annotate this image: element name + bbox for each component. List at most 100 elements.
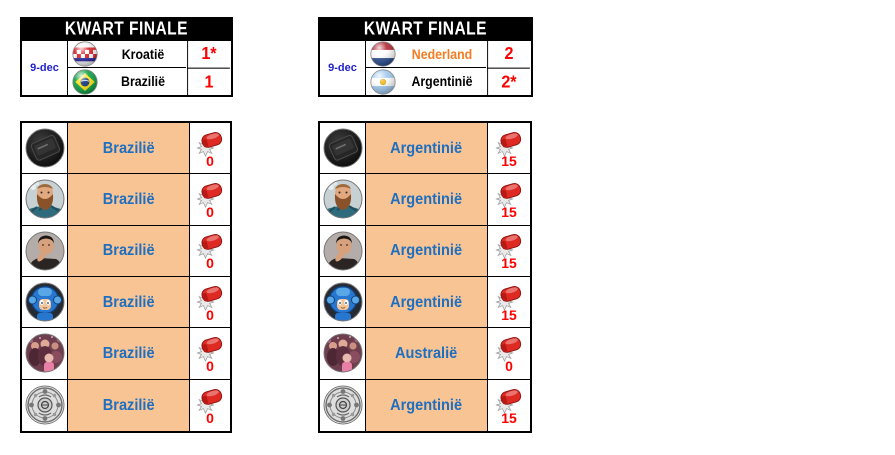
match-table-netherlands-argentina: KWART FINALE 9-dec Nederland 2 Argentini… [318, 17, 533, 97]
points-cell: 15 [488, 379, 530, 431]
emblem-avatar [25, 385, 65, 425]
team-name: Kroatië [121, 46, 165, 62]
points-cell: 0 [190, 276, 230, 329]
argentina-flag-icon [370, 69, 396, 95]
avatar-cell [22, 379, 68, 431]
points-cell: 0 [190, 225, 230, 277]
avatar-cell [320, 123, 366, 175]
pick-team: Brazilië [102, 139, 155, 158]
megaman-avatar [25, 282, 65, 322]
team-cell: Argentinië [366, 68, 486, 95]
pick-cell: Australië [366, 328, 488, 380]
pick-cell: Brazilië [68, 276, 190, 329]
pick-cell: Brazilië [68, 379, 190, 431]
prediction-table-right: Argentinië 15 Argentinië 15 Argentinië 1… [318, 121, 532, 433]
pick-team: Brazilië [102, 241, 155, 260]
points-value: 0 [206, 152, 214, 169]
avatar-cell [320, 225, 366, 277]
pick-team: Brazilië [102, 293, 155, 312]
avatar-cell [22, 123, 68, 175]
team-cell: Kroatië [68, 41, 186, 68]
pick-cell: Argentinië [366, 123, 488, 175]
points-cell: 0 [190, 328, 230, 380]
points-value: 15 [501, 203, 517, 220]
match-table-body: 9-dec Nederland 2 Argentinië 2* [320, 40, 531, 96]
avatar-cell [320, 174, 366, 226]
group-photo-avatar [323, 333, 363, 373]
bearded-man-avatar [323, 179, 363, 219]
points-cell: 15 [488, 123, 530, 175]
pick-team: Argentinië [390, 293, 463, 312]
points-value: 0 [206, 255, 214, 272]
avatar-cell [320, 379, 366, 431]
pick-team: Argentinië [390, 190, 463, 209]
match-title: KWART FINALE [363, 19, 488, 40]
avatar-cell [22, 174, 68, 226]
prediction-table-left: Brazilië 0 Brazilië 0 Brazilië 0 Brazili… [20, 121, 232, 433]
avatar-cell [320, 276, 366, 329]
points-cell: 15 [488, 174, 530, 226]
black-key-avatar [323, 128, 363, 168]
points-cell: 0 [190, 174, 230, 226]
points-cell: 0 [488, 328, 530, 380]
points-cell: 15 [488, 276, 530, 329]
score-cell: 2* [487, 67, 530, 96]
points-cell: 0 [190, 379, 230, 431]
pick-team: Brazilië [102, 190, 155, 209]
score-cell: 1 [187, 67, 230, 96]
pick-cell: Brazilië [68, 123, 190, 175]
thinking-man-avatar [25, 231, 65, 271]
pick-team: Brazilië [102, 396, 155, 415]
team-name: Argentinië [411, 73, 473, 90]
pick-cell: Brazilië [68, 328, 190, 380]
match-date-cell: 9-dec [22, 41, 68, 95]
pick-cell: Argentinië [366, 379, 488, 431]
pick-team: Argentinië [390, 139, 463, 158]
points-value: 15 [501, 409, 517, 426]
match-table-croatia-brazil: KWART FINALE 9-dec Kroatië 1* Brazilië 1 [20, 17, 233, 97]
team-name: Brazilië [121, 73, 165, 90]
black-key-avatar [25, 128, 65, 168]
bearded-man-avatar [25, 179, 65, 219]
pick-cell: Brazilië [68, 174, 190, 226]
points-value: 0 [206, 203, 214, 220]
team-cell: Nederland [366, 41, 486, 68]
netherlands-flag-icon [370, 41, 396, 67]
score-cell: 2 [487, 40, 530, 69]
points-value: 15 [501, 306, 517, 323]
score-cell: 1* [187, 40, 230, 69]
brazil-flag-icon [72, 69, 98, 95]
match-table-header: KWART FINALE [320, 19, 531, 41]
match-title: KWART FINALE [64, 19, 189, 40]
group-photo-avatar [25, 333, 65, 373]
pick-team: Brazilië [102, 344, 155, 363]
avatar-cell [22, 225, 68, 277]
points-cell: 15 [488, 225, 530, 277]
avatar-cell [22, 276, 68, 329]
points-value: 0 [206, 409, 214, 426]
pick-cell: Argentinië [366, 276, 488, 329]
points-value: 15 [501, 152, 517, 169]
points-value: 0 [206, 357, 214, 374]
thinking-man-avatar [323, 231, 363, 271]
points-value: 0 [206, 306, 214, 323]
megaman-avatar [323, 282, 363, 322]
pick-cell: Argentinië [366, 225, 488, 277]
avatar-cell [320, 328, 366, 380]
pick-team: Australië [395, 344, 458, 363]
points-value: 15 [501, 255, 517, 272]
emblem-avatar [323, 385, 363, 425]
croatia-flag-icon [72, 41, 98, 67]
team-name: Nederland [411, 46, 473, 62]
match-date-cell: 9-dec [320, 41, 366, 95]
points-cell: 0 [190, 123, 230, 175]
match-table-header: KWART FINALE [22, 19, 231, 41]
avatar-cell [22, 328, 68, 380]
pick-cell: Brazilië [68, 225, 190, 277]
pick-team: Argentinië [390, 396, 463, 415]
team-cell: Brazilië [68, 68, 186, 95]
points-value: 0 [505, 357, 513, 374]
pick-cell: Argentinië [366, 174, 488, 226]
match-table-body: 9-dec Kroatië 1* Brazilië 1 [22, 40, 231, 96]
